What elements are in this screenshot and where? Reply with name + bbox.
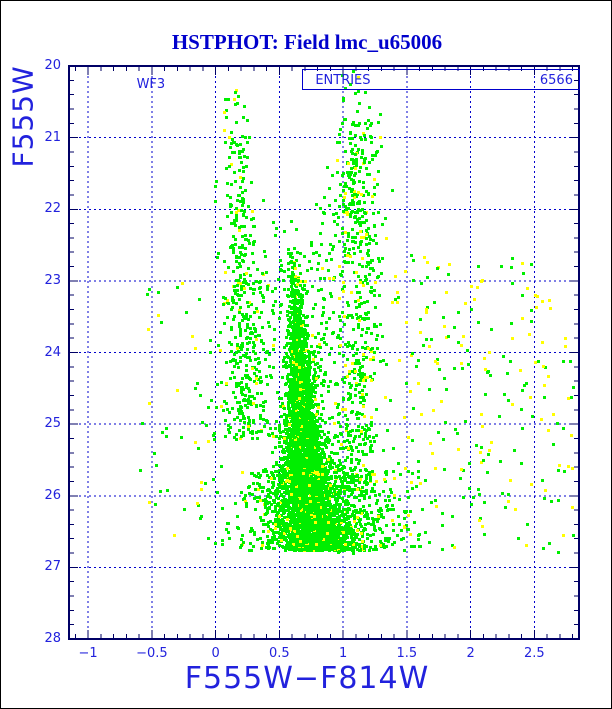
x-tick-label: 0 bbox=[211, 646, 220, 661]
x-tick-label: 1 bbox=[338, 646, 348, 661]
x-tick-label: −1 bbox=[78, 646, 98, 661]
y-tick-label: 27 bbox=[44, 559, 61, 575]
y-tick-label: 26 bbox=[44, 487, 61, 503]
entries-legend-box: ENTRIES 6566 bbox=[302, 69, 580, 91]
y-tick-label: 22 bbox=[44, 201, 61, 217]
x-tick-label: −0.5 bbox=[136, 646, 168, 661]
entries-count: 6566 bbox=[539, 73, 573, 88]
x-axis-title: F555W−F814W bbox=[184, 661, 430, 696]
y-tick-label: 21 bbox=[44, 129, 61, 145]
detector-label: WF3 bbox=[136, 77, 166, 93]
entries-label: ENTRIES bbox=[315, 73, 371, 88]
y-tick-label: 24 bbox=[44, 344, 61, 360]
y-tick-label: 23 bbox=[44, 272, 61, 288]
y-tick-label: 20 bbox=[44, 58, 61, 73]
x-tick-label: 0.5 bbox=[269, 646, 290, 661]
grid-lines bbox=[69, 66, 579, 639]
plot-frame bbox=[68, 65, 580, 640]
x-tick-label: 2.5 bbox=[524, 646, 545, 661]
data-points bbox=[139, 70, 575, 555]
y-tick-label: 28 bbox=[44, 631, 61, 646]
page-title: HSTPHOT: Field lmc_u65006 bbox=[171, 30, 443, 54]
x-tick-label: 2 bbox=[466, 646, 475, 661]
x-tick-label: 1.5 bbox=[396, 646, 418, 661]
y-tick-label: 25 bbox=[44, 416, 61, 432]
axis-ticks bbox=[69, 65, 579, 640]
